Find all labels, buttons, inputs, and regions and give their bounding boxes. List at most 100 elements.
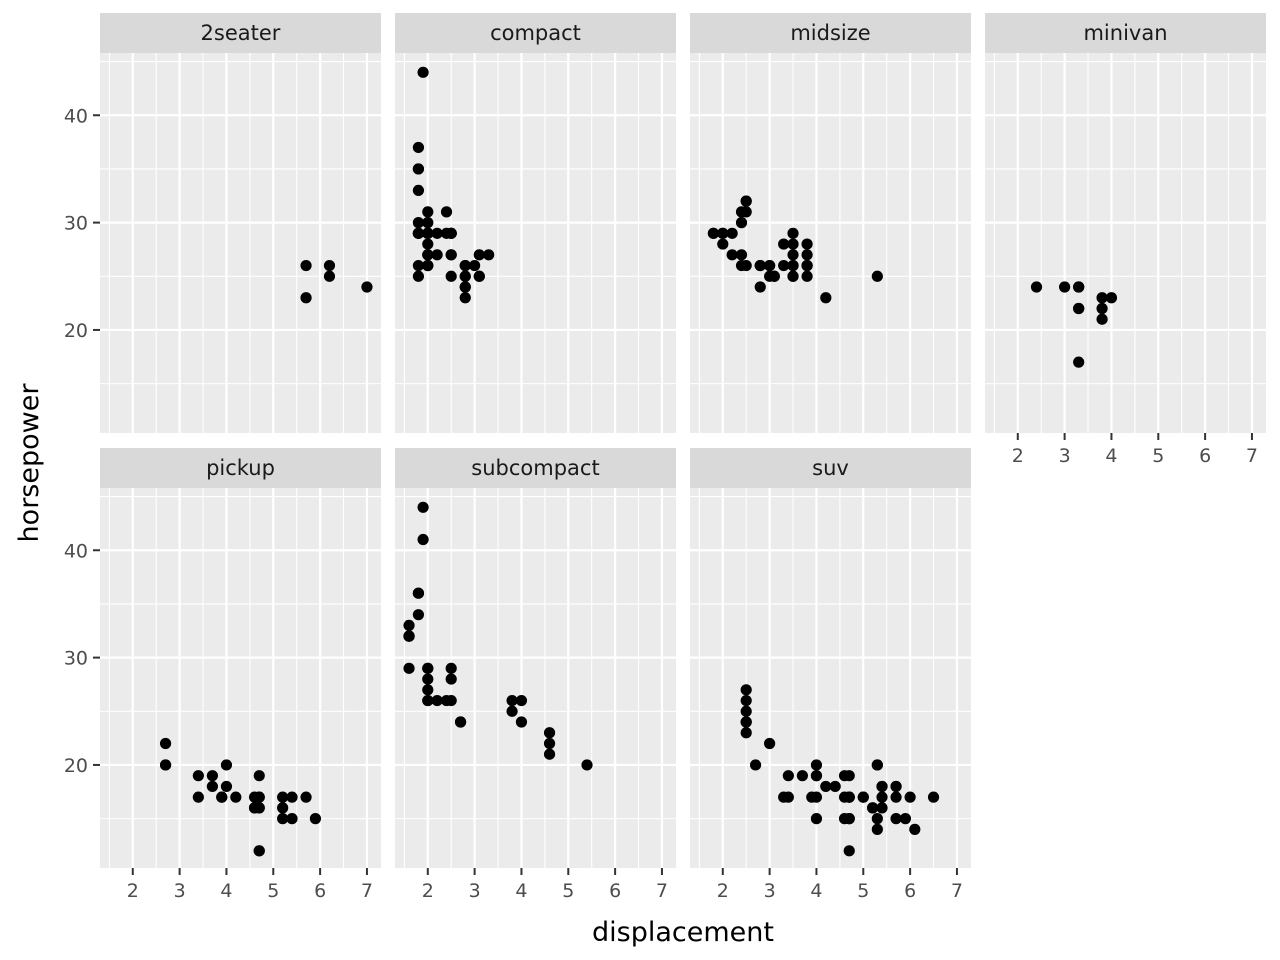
data-point: [707, 227, 720, 239]
data-point: [764, 737, 776, 750]
data-point: [459, 270, 471, 282]
data-point: [422, 206, 434, 218]
data-point: [782, 791, 794, 803]
data-point: [422, 227, 434, 239]
data-point: [890, 780, 902, 793]
data-point: [422, 259, 434, 272]
data-point: [473, 249, 485, 261]
data-point: [843, 813, 855, 825]
data-point: [871, 823, 883, 835]
data-point: [277, 791, 289, 803]
x-tick-label: 5: [857, 880, 869, 902]
data-point: [417, 66, 429, 78]
data-point: [459, 259, 471, 272]
data-point: [778, 238, 790, 250]
data-point: [1030, 281, 1043, 293]
data-point: [403, 662, 415, 674]
data-point: [248, 802, 261, 814]
data-point: [515, 694, 528, 707]
data-point: [412, 141, 425, 154]
data-point: [1073, 302, 1085, 315]
x-tick-label: 6: [904, 880, 916, 902]
data-point: [764, 259, 776, 272]
data-point: [871, 759, 883, 771]
x-tick-label: 2: [1012, 445, 1024, 467]
panel-background: [100, 488, 381, 868]
data-point: [431, 694, 443, 707]
data-point: [412, 217, 425, 229]
data-point: [286, 813, 298, 825]
data-point: [909, 823, 921, 835]
data-point: [735, 217, 748, 229]
data-point: [216, 791, 228, 803]
data-point: [422, 662, 434, 674]
data-point: [445, 662, 457, 674]
x-tick-label: 6: [314, 880, 326, 902]
data-point: [820, 780, 832, 793]
data-point: [300, 791, 312, 803]
x-tick-label: 7: [361, 880, 373, 902]
data-point: [277, 813, 289, 825]
data-point: [300, 292, 312, 304]
data-point: [459, 281, 471, 293]
y-axis-title: horsepower: [14, 383, 45, 543]
data-point: [506, 694, 518, 707]
data-point: [717, 227, 729, 239]
data-point: [230, 791, 242, 803]
data-point: [483, 249, 495, 261]
data-point: [422, 694, 434, 707]
data-point: [454, 716, 467, 728]
y-tick-label: 20: [64, 755, 88, 777]
panel-background: [100, 53, 381, 433]
y-tick-label: 20: [64, 320, 88, 342]
data-point: [506, 705, 518, 717]
data-point: [422, 217, 434, 229]
data-point: [323, 270, 336, 282]
panel-background: [395, 488, 676, 868]
data-point: [422, 249, 434, 261]
x-tick-label: 5: [267, 880, 279, 902]
data-point: [726, 227, 738, 239]
facet-panel-minivan: minivan 2 3 4 5 6 7: [985, 13, 1266, 467]
x-tick-label: 4: [220, 880, 232, 902]
data-point: [431, 227, 443, 239]
data-point: [422, 684, 434, 696]
data-point: [543, 748, 556, 760]
data-point: [829, 780, 841, 793]
x-tick-label: 4: [810, 880, 822, 902]
facet-panel-midsize: midsize: [690, 13, 971, 433]
data-point: [890, 791, 902, 803]
panel-background: [690, 488, 971, 868]
data-point: [440, 206, 453, 218]
data-point: [749, 759, 762, 771]
data-point: [300, 259, 312, 272]
data-point: [801, 249, 813, 261]
data-point: [801, 270, 813, 282]
data-point: [220, 759, 233, 771]
data-point: [927, 791, 940, 803]
data-point: [412, 259, 425, 272]
facet-panel-subcompact: subcompact 2 3 4 5 6 7: [395, 448, 676, 902]
data-point: [810, 813, 823, 825]
data-point: [904, 791, 916, 803]
panel-background: [985, 53, 1266, 433]
data-point: [740, 694, 752, 707]
x-tick-label: 4: [1105, 445, 1117, 467]
x-axis-title: displacement: [592, 917, 774, 948]
x-tick-label: 3: [764, 880, 776, 902]
data-point: [323, 259, 336, 272]
data-point: [787, 227, 799, 239]
y-tick-label: 40: [64, 105, 88, 127]
data-point: [286, 791, 298, 803]
data-point: [1073, 356, 1085, 368]
data-point: [820, 292, 832, 304]
x-tick-label: 7: [1246, 445, 1258, 467]
data-point: [1096, 302, 1108, 315]
data-point: [581, 759, 593, 771]
data-point: [740, 727, 752, 739]
facet-strip-label: pickup: [206, 456, 275, 480]
data-point: [810, 759, 823, 771]
data-point: [787, 238, 799, 250]
data-point: [801, 238, 813, 250]
